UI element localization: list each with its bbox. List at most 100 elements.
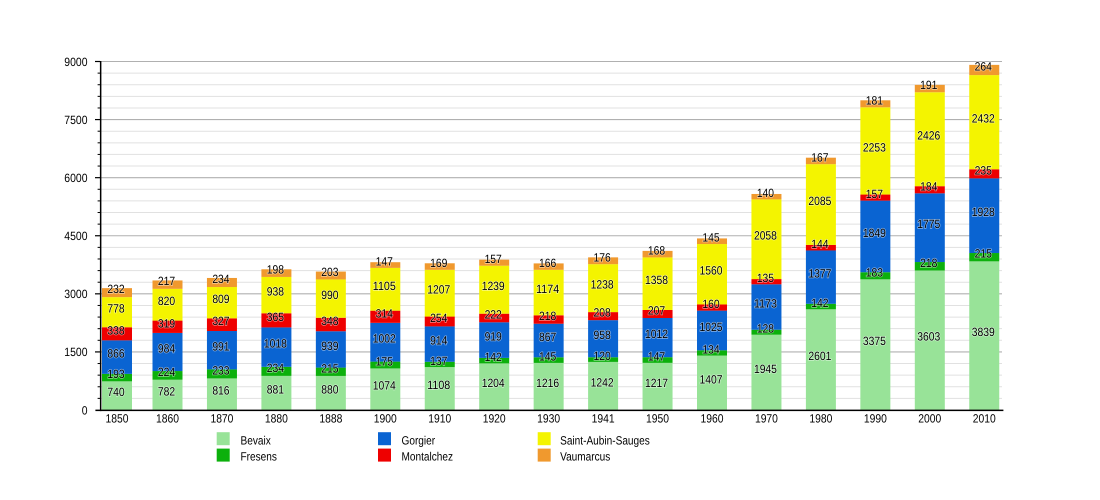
svg-text:1928: 1928 <box>972 205 995 219</box>
svg-text:1900: 1900 <box>374 411 397 425</box>
svg-text:1407: 1407 <box>700 372 723 386</box>
svg-text:1025: 1025 <box>700 320 723 334</box>
svg-text:1018: 1018 <box>264 337 287 351</box>
svg-text:1990: 1990 <box>864 411 887 425</box>
svg-text:120: 120 <box>593 349 611 363</box>
svg-text:264: 264 <box>975 59 993 73</box>
svg-text:866: 866 <box>107 347 125 361</box>
svg-text:9000: 9000 <box>64 55 87 69</box>
svg-text:881: 881 <box>267 382 285 396</box>
svg-text:782: 782 <box>158 384 176 398</box>
svg-text:348: 348 <box>321 314 339 328</box>
svg-text:1910: 1910 <box>428 411 451 425</box>
svg-text:147: 147 <box>648 350 666 364</box>
svg-text:193: 193 <box>107 367 125 381</box>
svg-text:Montalchez: Montalchez <box>402 450 454 464</box>
svg-text:198: 198 <box>267 263 285 277</box>
svg-text:157: 157 <box>866 187 884 201</box>
svg-text:203: 203 <box>321 265 339 279</box>
svg-text:1239: 1239 <box>482 279 505 293</box>
svg-text:1217: 1217 <box>645 376 668 390</box>
svg-text:365: 365 <box>267 310 285 324</box>
svg-text:1950: 1950 <box>646 411 669 425</box>
svg-text:1012: 1012 <box>645 327 668 341</box>
svg-text:142: 142 <box>811 296 829 310</box>
svg-text:Bevaix: Bevaix <box>241 433 271 447</box>
svg-text:1860: 1860 <box>156 411 179 425</box>
svg-text:218: 218 <box>920 256 938 270</box>
svg-text:234: 234 <box>212 272 230 286</box>
svg-text:254: 254 <box>430 311 448 325</box>
svg-text:147: 147 <box>376 255 394 269</box>
svg-text:816: 816 <box>212 384 230 398</box>
svg-text:880: 880 <box>321 382 339 396</box>
svg-text:1108: 1108 <box>427 378 450 392</box>
svg-text:2000: 2000 <box>918 411 941 425</box>
svg-text:134: 134 <box>702 342 720 356</box>
svg-text:137: 137 <box>430 354 448 368</box>
svg-text:867: 867 <box>539 330 557 344</box>
svg-text:208: 208 <box>593 306 611 320</box>
svg-text:234: 234 <box>267 361 285 375</box>
svg-text:3603: 3603 <box>917 330 940 344</box>
svg-text:1173: 1173 <box>754 297 777 311</box>
svg-text:Saint-Aubin-Sauges: Saint-Aubin-Sauges <box>560 433 650 447</box>
svg-text:1980: 1980 <box>809 411 832 425</box>
svg-text:217: 217 <box>158 274 176 288</box>
svg-text:1358: 1358 <box>645 273 668 287</box>
svg-text:7500: 7500 <box>64 113 87 127</box>
svg-text:1775: 1775 <box>917 217 940 231</box>
svg-text:168: 168 <box>648 244 666 258</box>
svg-text:145: 145 <box>539 350 557 364</box>
svg-text:1242: 1242 <box>591 375 614 389</box>
svg-text:2601: 2601 <box>808 349 831 363</box>
svg-text:222: 222 <box>485 308 503 322</box>
svg-text:1560: 1560 <box>700 264 723 278</box>
svg-text:207: 207 <box>648 303 666 317</box>
svg-text:135: 135 <box>757 271 775 285</box>
svg-text:939: 939 <box>321 339 339 353</box>
svg-text:215: 215 <box>975 247 993 261</box>
svg-text:191: 191 <box>920 78 938 92</box>
svg-text:1074: 1074 <box>373 379 396 393</box>
svg-text:6000: 6000 <box>64 171 87 185</box>
svg-text:1207: 1207 <box>427 283 450 297</box>
svg-text:1174: 1174 <box>536 282 559 296</box>
svg-text:2010: 2010 <box>973 411 996 425</box>
svg-text:128: 128 <box>757 322 775 336</box>
svg-text:1850: 1850 <box>106 411 129 425</box>
svg-text:1870: 1870 <box>210 411 233 425</box>
svg-text:Gorgier: Gorgier <box>402 433 436 447</box>
svg-text:3000: 3000 <box>64 287 87 301</box>
svg-text:1216: 1216 <box>536 376 559 390</box>
svg-text:1105: 1105 <box>373 279 396 293</box>
svg-text:2058: 2058 <box>754 229 777 243</box>
svg-text:3839: 3839 <box>972 325 995 339</box>
svg-text:142: 142 <box>485 350 503 364</box>
svg-text:990: 990 <box>321 288 339 302</box>
svg-text:1888: 1888 <box>319 411 342 425</box>
svg-text:4500: 4500 <box>64 229 87 243</box>
svg-text:144: 144 <box>811 237 829 251</box>
svg-text:314: 314 <box>376 306 394 320</box>
svg-text:181: 181 <box>866 93 884 107</box>
svg-text:167: 167 <box>811 150 829 164</box>
svg-text:1500: 1500 <box>64 345 87 359</box>
svg-text:1377: 1377 <box>808 267 831 281</box>
svg-text:991: 991 <box>212 340 230 354</box>
svg-text:984: 984 <box>158 341 176 355</box>
svg-text:1002: 1002 <box>373 332 396 346</box>
svg-text:Vaumarcus: Vaumarcus <box>560 450 610 464</box>
svg-text:140: 140 <box>757 186 775 200</box>
svg-text:183: 183 <box>866 265 884 279</box>
svg-text:1960: 1960 <box>701 411 724 425</box>
svg-text:338: 338 <box>107 323 125 337</box>
svg-text:958: 958 <box>593 328 611 342</box>
svg-text:319: 319 <box>158 316 176 330</box>
svg-text:224: 224 <box>158 365 176 379</box>
svg-text:1930: 1930 <box>537 411 560 425</box>
svg-text:215: 215 <box>321 361 339 375</box>
svg-text:2432: 2432 <box>972 112 995 126</box>
svg-text:0: 0 <box>82 403 88 417</box>
svg-text:1920: 1920 <box>483 411 506 425</box>
